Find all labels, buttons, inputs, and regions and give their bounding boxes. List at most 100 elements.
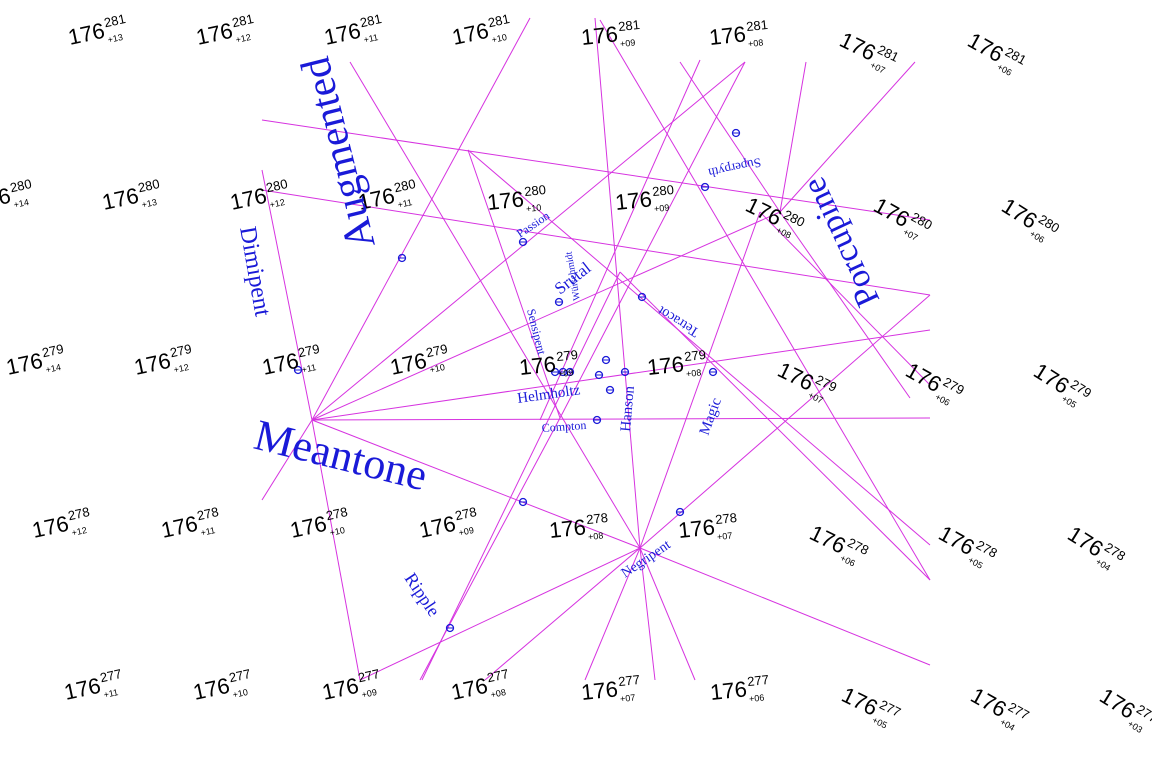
comma-sub: +04 (998, 717, 1016, 733)
comma-sub: +07 (620, 692, 636, 704)
comma-sub: +10 (329, 525, 346, 538)
temperament-node (397, 253, 407, 263)
temperament-line (484, 547, 641, 681)
comma-sub: +11 (301, 362, 317, 375)
temperament-line (311, 211, 781, 421)
comma-sup: 280 (137, 176, 161, 195)
temperament-line (419, 417, 561, 681)
comma-base: 176 (417, 511, 458, 543)
comma-sub: +06 (839, 553, 857, 569)
temperament-node (700, 182, 710, 192)
comma-sup: 281 (103, 11, 127, 30)
temperament-line (639, 211, 761, 549)
comma-sub: +11 (200, 525, 216, 538)
comma-sub: +10 (491, 32, 508, 45)
temperament-line (779, 61, 807, 213)
temperament-line (467, 149, 561, 419)
comma-base: 176 (100, 183, 141, 215)
temperament-line (559, 61, 746, 419)
temperament-node (592, 415, 602, 425)
comma-sub: +07 (807, 390, 825, 406)
comma-sub: +09 (361, 687, 378, 700)
comma-sub: +09 (620, 37, 636, 49)
comma-sup: 280 (265, 176, 289, 195)
comma-sup: 277 (357, 666, 381, 685)
comma-sub: +08 (490, 687, 507, 700)
temperament-line (261, 419, 313, 501)
comma-sub: +12 (71, 525, 88, 538)
comma-base: 176 (194, 18, 235, 50)
comma-sup: 278 (67, 504, 91, 523)
comma-sub: +07 (901, 227, 919, 243)
comma-base: 176 (677, 514, 716, 543)
temperament-name-ripple: Ripple (401, 569, 444, 620)
comma-base: 176 (708, 21, 747, 50)
comma-sup: 278 (454, 504, 478, 523)
comma-sup: 277 (486, 666, 510, 685)
comma-sub: +06 (995, 62, 1013, 78)
temperament-line (311, 17, 531, 421)
comma-base: 176 (228, 183, 269, 215)
comma-sup: 280 (651, 182, 674, 199)
comma-sub: +03 (1126, 718, 1144, 735)
comma-sup: 280 (523, 182, 546, 199)
temperament-line (779, 61, 916, 213)
comma-sub: +07 (717, 530, 733, 542)
comma-sub: +08 (686, 367, 702, 379)
temperament-line (261, 169, 313, 421)
temperament-name-helmholtz: Helmholtz (516, 382, 581, 407)
temperament-nodes (293, 128, 741, 633)
comma-base: 176 (30, 511, 71, 543)
comma-sup: 277 (99, 666, 123, 685)
comma-sup: 280 (9, 176, 33, 195)
comma-sup: 279 (169, 341, 193, 360)
comma-sub: +05 (871, 715, 889, 731)
comma-sup: 280 (393, 176, 417, 195)
comma-base: 176 (1095, 683, 1139, 724)
comma-sub: +10 (526, 202, 542, 214)
comma-sub: +06 (933, 392, 951, 408)
comma-sub: +10 (232, 687, 249, 700)
comma-base: 176 (486, 186, 525, 215)
comma-sup: 277 (877, 697, 903, 720)
comma-sup: 281 (231, 11, 255, 30)
comma-sup: 278 (714, 510, 737, 527)
temperament-name-meantone: Meantone (250, 410, 433, 500)
comma-base: 176 (646, 351, 685, 380)
comma-sub: +09 (654, 202, 670, 214)
temperament-node (708, 367, 718, 377)
comma-sub: +05 (1060, 393, 1078, 410)
temperament-line (311, 417, 931, 421)
comma-base: 176 (66, 18, 107, 50)
comma-base: 176 (288, 511, 329, 543)
comma-sub: +12 (173, 362, 190, 375)
comma-base: 176 (614, 186, 653, 215)
comma-base: 176 (1063, 521, 1107, 562)
comma-base: 176 (132, 348, 173, 380)
temperament-line (594, 17, 641, 549)
comma-sup: 279 (683, 347, 706, 364)
comma-sup: 278 (196, 504, 220, 523)
comma-sup: 281 (487, 11, 511, 30)
comma-sub: +06 (749, 692, 765, 704)
